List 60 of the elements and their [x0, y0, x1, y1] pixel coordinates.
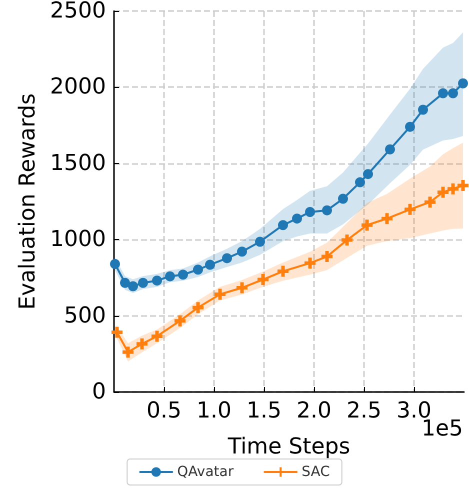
- point: [212, 287, 228, 302]
- point: [222, 253, 232, 264]
- point: [128, 281, 138, 292]
- point: [190, 300, 206, 315]
- x-tick-label: 2.5: [346, 398, 382, 424]
- point: [418, 104, 428, 115]
- point: [152, 276, 162, 286]
- y-tick-label: 1500: [50, 150, 106, 176]
- point: [438, 88, 448, 98]
- y-tick-label: 2500: [50, 0, 106, 24]
- point: [355, 177, 365, 188]
- point: [255, 236, 265, 247]
- point: [205, 260, 215, 270]
- point: [360, 218, 374, 232]
- point: [172, 314, 188, 328]
- point: [178, 270, 188, 280]
- point: [456, 178, 469, 193]
- x-tick-label: 2.0: [296, 398, 332, 424]
- point: [338, 194, 348, 204]
- point: [380, 211, 394, 226]
- point: [120, 344, 136, 360]
- point: [165, 271, 175, 282]
- point: [134, 336, 150, 352]
- point: [256, 272, 270, 287]
- point: [448, 88, 458, 98]
- point: [150, 328, 164, 344]
- point: [402, 202, 418, 217]
- y-tick-label: 2000: [50, 74, 106, 100]
- point: [363, 169, 373, 180]
- x-tick-label: 1.0: [196, 398, 232, 424]
- point: [138, 278, 148, 288]
- legend-label: QAvatar: [177, 464, 234, 480]
- point: [193, 264, 203, 275]
- point: [302, 256, 318, 270]
- y-tick-label: 1000: [50, 227, 106, 252]
- y-axis-title: Evaluation Rewards: [16, 93, 41, 310]
- point: [446, 182, 460, 196]
- y-tick-label: 500: [64, 303, 106, 328]
- point: [305, 207, 315, 218]
- point: [278, 220, 288, 230]
- x-tick-label: 1.5: [246, 398, 282, 424]
- point: [110, 325, 124, 340]
- point: [110, 258, 120, 269]
- point: [292, 214, 302, 224]
- point: [340, 232, 354, 248]
- point: [320, 249, 334, 264]
- legend-label: SAC: [302, 464, 330, 480]
- point: [385, 144, 395, 154]
- point: [405, 122, 415, 132]
- point: [458, 78, 468, 88]
- point: [237, 246, 247, 257]
- y-tick-label: 0: [92, 380, 106, 404]
- x-axis-title: Time Steps: [226, 434, 350, 460]
- point: [436, 184, 450, 200]
- x-tick-label: 0.5: [146, 398, 182, 424]
- point: [422, 194, 438, 210]
- point: [322, 205, 332, 216]
- point: [234, 280, 250, 296]
- point: [276, 264, 290, 279]
- point: [120, 278, 130, 288]
